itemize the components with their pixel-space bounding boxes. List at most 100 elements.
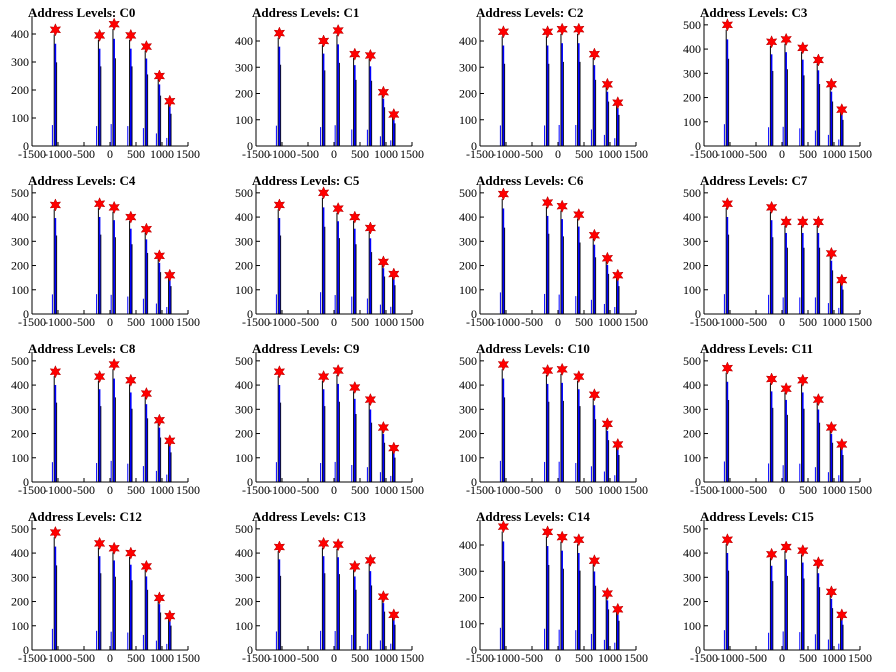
x-tick-label: -1000 <box>268 483 296 497</box>
peak-marker <box>153 591 166 605</box>
y-tick-label: 200 <box>11 83 29 97</box>
chart-plot: 0 100 200 300 400 500 -1500-1000 -500 0 500 1000 15… <box>11 520 200 665</box>
x-tick-label: 500 <box>799 147 817 161</box>
x-tick-label: 1500 <box>624 651 648 665</box>
y-tick-label: 400 <box>459 34 477 48</box>
y-tick-label: 100 <box>235 619 253 633</box>
y-tick-label: 100 <box>235 113 253 127</box>
chart-panel: Address Levels: C10 0 100 200 300 400 500 -1500… <box>448 336 672 504</box>
y-tick-label: 0 <box>247 307 253 321</box>
chart-panel: Address Levels: C9 0 100 200 300 400 500 -1500-… <box>224 336 448 504</box>
peak-marker <box>797 544 809 558</box>
y-tick-label: 300 <box>459 402 477 416</box>
y-tick-label: 0 <box>247 475 253 489</box>
chart-title-channel: C2 <box>567 5 584 20</box>
peak-marker <box>836 103 848 117</box>
peak-marker <box>349 559 361 574</box>
y-tick-label: 0 <box>23 475 29 489</box>
x-tick-label: 0 <box>779 483 785 497</box>
chart-title-channel: C12 <box>119 509 142 524</box>
peak-marker <box>836 608 848 622</box>
x-tick-label: -1000 <box>268 651 296 665</box>
x-tick-label: 1000 <box>374 315 398 329</box>
chart-plot: 0 100 200 300 400 -1500-1000 -500 0 500 1000 1500 <box>235 16 424 161</box>
peak-marker <box>108 200 120 214</box>
peak-marker <box>797 373 809 387</box>
peak-marker <box>612 268 624 282</box>
peak-marker <box>601 417 614 431</box>
peak-marker <box>721 361 734 375</box>
chart-title: Address Levels: C13 <box>252 510 366 524</box>
y-tick-label: 300 <box>459 564 477 578</box>
peak-marker <box>332 363 344 378</box>
y-tick-label: 400 <box>11 546 29 560</box>
peak-marker <box>497 25 510 39</box>
x-tick-label: 500 <box>351 651 369 665</box>
x-tick-label: -500 <box>297 483 319 497</box>
x-tick-label: 1500 <box>400 651 424 665</box>
y-tick-label: 300 <box>683 402 701 416</box>
x-tick-label: 0 <box>779 315 785 329</box>
peak-marker <box>153 413 166 427</box>
x-tick-label: 0 <box>107 483 113 497</box>
chart-panel: Address Levels: C8 0 100 200 300 400 500 -1500-… <box>0 336 224 504</box>
y-tick-label: 500 <box>11 354 29 368</box>
x-tick-label: -500 <box>73 483 95 497</box>
chart-title: Address Levels: C1 <box>252 6 359 20</box>
peak-marker <box>153 69 166 83</box>
y-tick-label: 100 <box>11 451 29 465</box>
x-tick-label: 1000 <box>822 147 846 161</box>
chart-panel: Address Levels: C14 0 100 200 300 400 -1500 -10… <box>448 504 672 672</box>
peak-marker <box>364 48 377 63</box>
chart-title-channel: C3 <box>791 5 808 20</box>
peak-marker <box>836 273 848 287</box>
peak-marker <box>93 197 106 211</box>
x-tick-label: 1000 <box>150 651 174 665</box>
chart-panel: Address Levels: C15 0 100 200 300 400 500 -1500… <box>672 504 896 672</box>
peak-marker <box>317 34 330 48</box>
y-tick-label: 200 <box>11 259 29 273</box>
x-tick-label: 500 <box>575 483 593 497</box>
peak-marker <box>317 186 330 200</box>
peak-marker <box>349 210 361 224</box>
y-tick-label: 500 <box>459 186 477 200</box>
chart-title-channel: C4 <box>119 173 136 188</box>
chart-panel: Address Levels: C3 0 100 200 300 400 500 -1500-… <box>672 0 896 168</box>
chart-title-channel: C6 <box>567 173 584 188</box>
chart-title-channel: C5 <box>343 173 360 188</box>
chart-plot: 0 100 200 300 400 500 -1500-1000 -500 0 500 1000 15… <box>459 184 648 329</box>
peak-marker <box>140 39 153 54</box>
peak-marker <box>273 198 286 212</box>
x-tick-label: -1500 <box>18 651 46 665</box>
x-tick-label: 1500 <box>848 651 872 665</box>
y-tick-label: 200 <box>11 427 29 441</box>
x-tick-label: 1500 <box>176 651 200 665</box>
peak-marker <box>721 197 734 211</box>
chart-panel: Address Levels: C7 0 100 200 300 400 500 -1500-… <box>672 168 896 336</box>
y-tick-label: 100 <box>235 283 253 297</box>
y-tick-label: 300 <box>459 60 477 74</box>
peak-marker <box>332 201 344 216</box>
y-tick-label: 400 <box>235 378 253 392</box>
x-tick-label: 0 <box>779 651 785 665</box>
peak-marker <box>388 267 400 281</box>
x-tick-label: 500 <box>575 147 593 161</box>
peak-marker <box>153 249 166 263</box>
x-tick-label: -1000 <box>716 147 744 161</box>
peak-marker <box>164 94 176 108</box>
y-tick-label: 300 <box>11 402 29 416</box>
x-tick-label: 1000 <box>374 651 398 665</box>
y-tick-label: 100 <box>459 283 477 297</box>
chart-plot: 0 100 200 300 400 -1500-1000 -500 0 500 1000 1500 <box>459 16 648 161</box>
chart-title-prefix: Address Levels: <box>476 5 565 20</box>
y-tick-label: 500 <box>683 522 701 536</box>
y-tick-label: 300 <box>11 55 29 69</box>
peak-marker <box>812 393 825 407</box>
peak-marker <box>377 85 390 99</box>
y-tick-label: 0 <box>471 139 477 153</box>
peak-marker <box>588 388 601 402</box>
x-tick-label: -500 <box>745 483 767 497</box>
y-tick-label: 200 <box>235 427 253 441</box>
chart-title-prefix: Address Levels: <box>28 509 117 524</box>
y-tick-label: 400 <box>459 538 477 552</box>
